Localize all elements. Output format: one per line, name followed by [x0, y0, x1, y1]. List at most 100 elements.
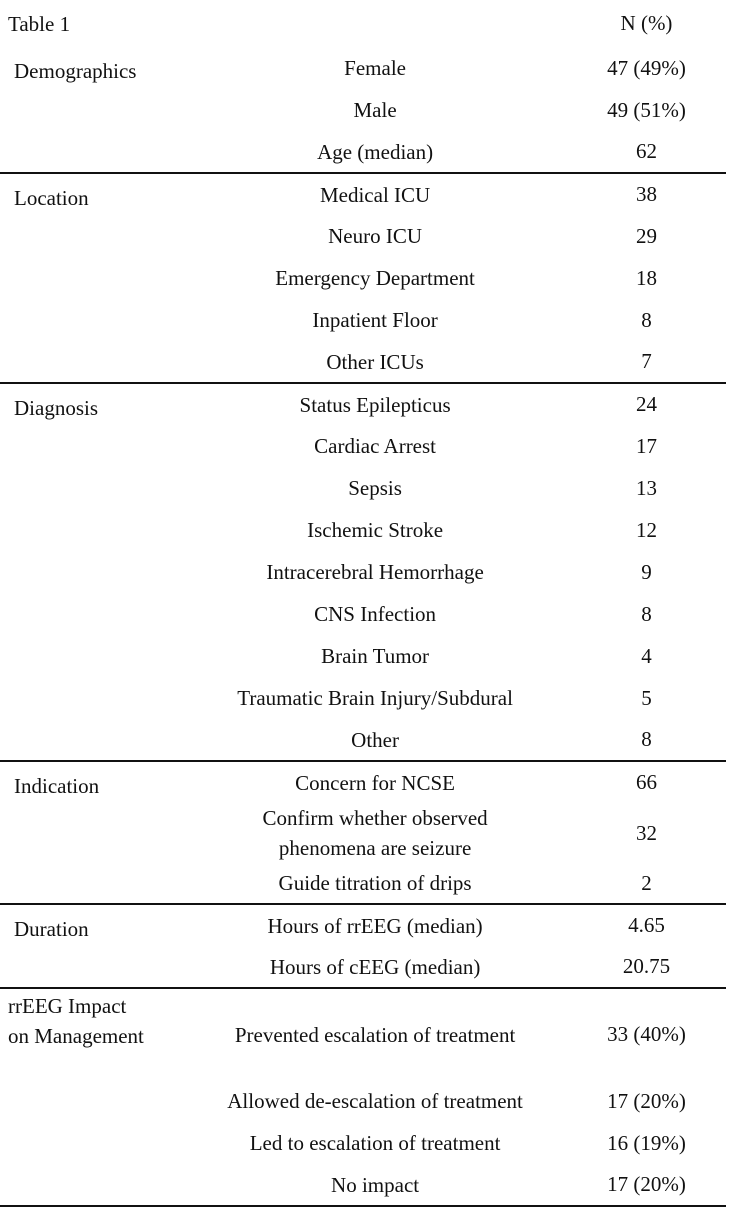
row-value: 17 — [635, 433, 657, 458]
table-row: Cardiac Arrest 17 — [0, 425, 726, 467]
empty-cell — [0, 1122, 145, 1164]
table-row: Inpatient Floor 8 — [0, 299, 726, 341]
row-value: 4 — [641, 643, 652, 668]
row-label: Cardiac Arrest — [314, 434, 437, 458]
table-row: Other ICUs 7 — [0, 341, 726, 384]
column-header: N (%) — [620, 11, 673, 35]
empty-cell — [0, 425, 145, 467]
row-label: Led to escalation of treatment — [249, 1131, 501, 1155]
row-value: 49 (51%) — [607, 97, 686, 122]
row-label: Medical ICU — [319, 182, 431, 207]
row-value: 8 — [641, 601, 652, 626]
row-value: 17 (20%) — [604, 1164, 726, 1207]
row-value: 12 — [635, 517, 657, 542]
empty-cell — [0, 509, 145, 551]
table-row: Guide titration of drips 2 — [0, 863, 726, 905]
table-row: Hours of cEEG (median) 20.75 — [0, 946, 726, 989]
row-value: 7 — [604, 341, 726, 384]
table-row: Location Medical ICU 38 — [0, 173, 726, 215]
section-label: Duration — [14, 917, 89, 941]
row-label: Emergency Department — [275, 266, 475, 290]
row-value: 62 — [604, 131, 726, 174]
empty-cell — [0, 719, 146, 762]
empty-cell — [0, 299, 145, 341]
row-label: Prevented escalation of treatment — [234, 1022, 516, 1047]
row-value: 32 — [635, 820, 657, 845]
row-value: 24 — [635, 392, 657, 416]
table-row: Neuro ICU 29 — [0, 215, 726, 257]
table-row: Allowed de-escalation of treatment 17 (20… — [0, 1080, 726, 1122]
row-value: 9 — [641, 559, 652, 584]
row-label: Status Epilepticus — [299, 392, 451, 417]
empty-cell — [0, 593, 145, 635]
row-label: Confirm whether observed phenomena are s… — [262, 806, 488, 860]
header-row: Table 1 N (%) — [0, 0, 726, 47]
row-label: Hours of rrEEG (median) — [267, 913, 483, 938]
row-label: Age (median) — [145, 131, 605, 174]
row-value: 8 — [641, 307, 652, 332]
empty-cell — [0, 946, 146, 989]
section-label: Location — [14, 186, 89, 210]
table-row: Brain Tumor 4 — [0, 635, 726, 677]
row-label: Traumatic Brain Injury/Subdural — [237, 686, 513, 710]
empty-cell — [0, 635, 145, 677]
empty-cell — [0, 215, 145, 257]
empty-cell — [0, 677, 145, 719]
empty-cell — [0, 341, 146, 384]
empty-cell — [0, 257, 145, 299]
row-label: Concern for NCSE — [295, 770, 455, 795]
empty-cell — [0, 1164, 146, 1207]
row-label: Ischemic Stroke — [307, 518, 444, 542]
row-value: 38 — [635, 182, 657, 206]
row-label: Allowed de-escalation of treatment — [227, 1089, 523, 1113]
table-row: Led to escalation of treatment 16 (19%) — [0, 1122, 726, 1164]
row-label: Male — [353, 98, 397, 122]
row-value: 47 (49%) — [607, 55, 686, 80]
row-value: 17 (20%) — [607, 1088, 686, 1113]
row-value: 13 — [635, 475, 657, 500]
row-value: 29 — [635, 223, 657, 248]
row-label: Female — [344, 56, 406, 80]
row-value: 4.65 — [628, 913, 665, 937]
table-row: Sepsis 13 — [0, 467, 726, 509]
table-row: Traumatic Brain Injury/Subdural 5 — [0, 677, 726, 719]
row-value: 18 — [635, 265, 657, 290]
row-label: Intracerebral Hemorrhage — [266, 560, 484, 584]
row-value: 16 (19%) — [607, 1130, 686, 1155]
empty-cell — [0, 467, 145, 509]
empty-cell — [0, 551, 145, 593]
table-row: rrEEG Impact on Management Prevented esca… — [0, 988, 726, 1080]
table-title: Table 1 — [8, 11, 71, 36]
empty-cell — [0, 863, 146, 905]
row-label: Guide titration of drips — [145, 863, 605, 905]
section-label: rrEEG Impact on Management — [8, 994, 144, 1048]
table-row: Diagnosis Status Epilepticus 24 — [0, 383, 726, 425]
row-value: 2 — [604, 863, 726, 905]
table-row: Age (median) 62 — [0, 131, 726, 174]
row-label: Brain Tumor — [321, 644, 430, 668]
table-row: Indication Concern for NCSE 66 — [0, 761, 726, 803]
row-label: Inpatient Floor — [312, 308, 438, 332]
table-row: Demographics Female 47 (49%) — [0, 47, 726, 89]
row-value: 5 — [641, 685, 652, 710]
row-label: Hours of cEEG (median) — [145, 946, 605, 989]
table-row: Confirm whether observed phenomena are s… — [0, 803, 726, 863]
row-label: No impact — [145, 1164, 605, 1207]
empty-cell — [0, 803, 145, 863]
table-row: Other 8 — [0, 719, 726, 762]
row-value: 8 — [604, 719, 726, 762]
row-value: 20.75 — [604, 946, 726, 989]
row-label: Neuro ICU — [328, 224, 423, 248]
table-row: CNS Infection 8 — [0, 593, 726, 635]
empty-cell — [0, 1080, 145, 1122]
section-label: Indication — [14, 774, 100, 798]
row-value: 66 — [635, 770, 657, 794]
row-value: 33 (40%) — [607, 1022, 686, 1046]
table-row: No impact 17 (20%) — [0, 1164, 726, 1207]
row-label: Sepsis — [348, 476, 402, 500]
empty-cell — [0, 131, 146, 174]
row-label: Other — [145, 719, 605, 762]
